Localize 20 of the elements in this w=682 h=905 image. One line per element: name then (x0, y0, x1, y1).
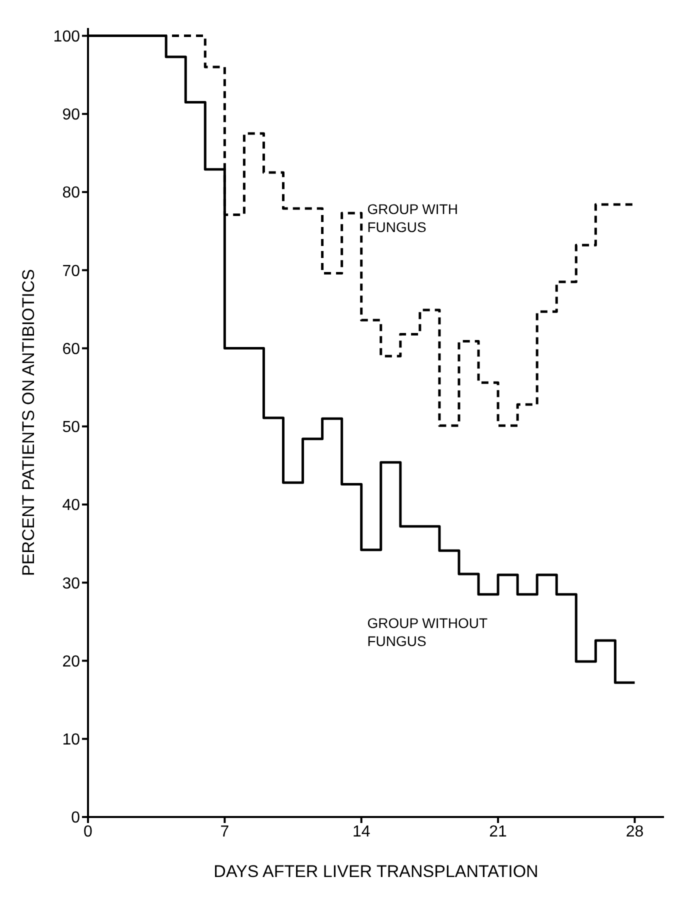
x-tick-label: 28 (626, 823, 644, 840)
y-tick-label: 60 (62, 340, 80, 358)
y-axis-title: PERCENT PATIENTS ON ANTIBIOTICS (19, 269, 38, 576)
y-tick-label: 10 (62, 732, 80, 749)
y-tick-label: 90 (62, 106, 80, 124)
y-tick-label: 40 (62, 497, 80, 514)
y-tick-label: 50 (62, 419, 80, 436)
y-tick-label: 0 (71, 810, 80, 827)
x-tick-label: 14 (352, 823, 370, 840)
x-axis-title: DAYS AFTER LIVER TRANSPLANTATION (214, 862, 538, 881)
y-tick-label: 30 (62, 575, 80, 592)
y-tick-label: 80 (62, 184, 80, 202)
y-tick-label: 70 (62, 262, 80, 280)
series-label: GROUP WITHOUT FUNGUS (367, 614, 488, 650)
y-tick-label: 20 (62, 653, 80, 670)
y-tick-label: 100 (53, 28, 80, 46)
series-label: GROUP WITH FUNGUS (367, 200, 459, 236)
x-tick-label: 21 (489, 823, 508, 840)
x-tick-label: 7 (220, 823, 230, 840)
x-tick-label: 0 (84, 823, 93, 840)
